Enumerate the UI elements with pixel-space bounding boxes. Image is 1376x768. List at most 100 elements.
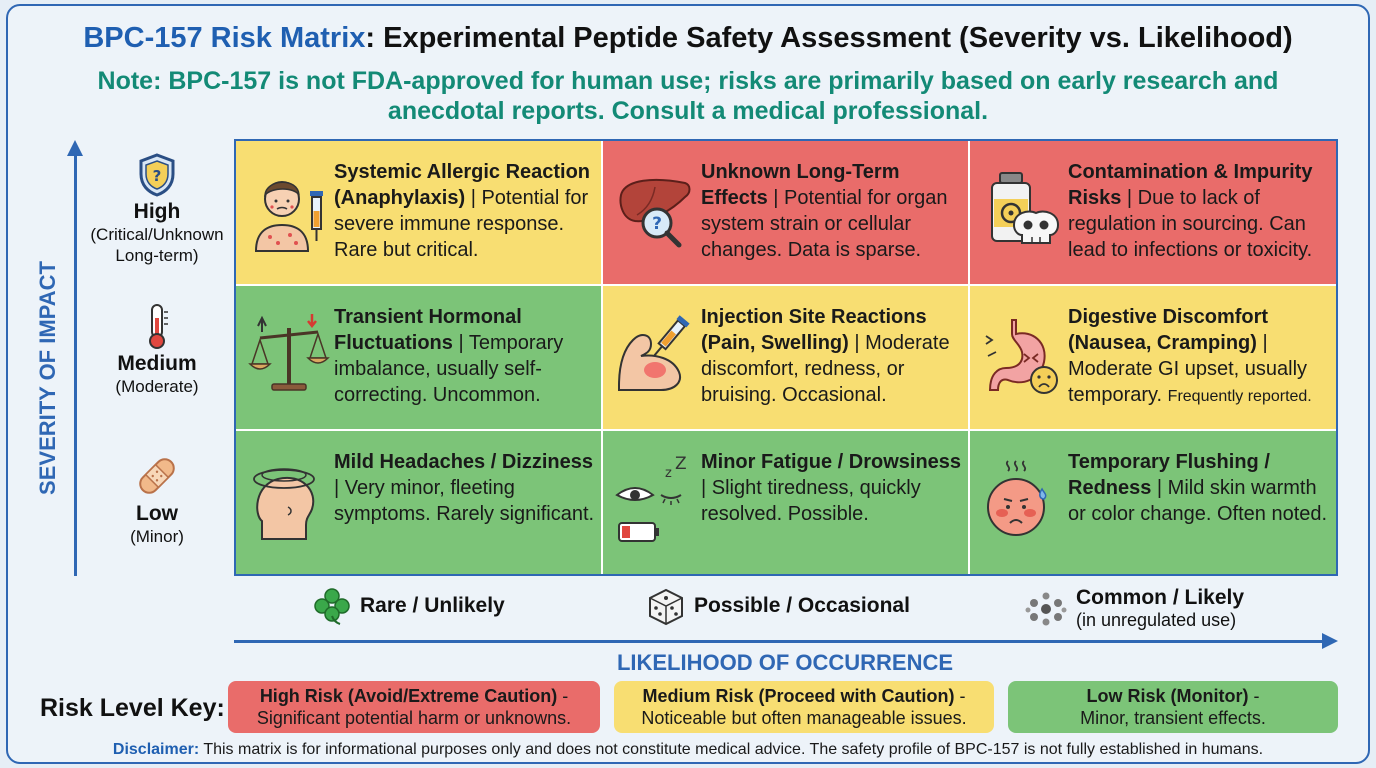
key-medium-risk: Medium Risk (Proceed with Caution) - Not… [614,681,994,733]
page-title: BPC-157 Risk Matrix: Experimental Peptid… [0,22,1376,55]
cell-low-rare: Mild Headaches / Dizziness | Very minor,… [236,431,603,574]
cell-title: Systemic Allergic Reaction (Anaphylaxis) [334,161,591,209]
flushed-face-icon [987,460,1047,536]
key-low-title: Low Risk (Monitor) [1086,686,1249,706]
y-axis-arrow [67,140,83,156]
key-high-suffix: - [557,686,569,706]
balance-scale-icon [248,314,330,391]
severity-low: Low (Minor) [84,452,230,547]
cell-body-small: Frequently reported. [1167,388,1312,405]
likelihood-rare: Rare / Unlikely [312,586,505,626]
y-axis-line [74,152,77,576]
severity-medium-desc: (Moderate) [115,377,199,396]
title-highlight: BPC-157 Risk Matrix [83,22,366,54]
clover-icon [314,588,350,625]
likelihood-common: Common / Likely (in unregulated use) [1024,586,1244,631]
severity-medium: Medium (Moderate) [84,302,230,397]
cell-body: | Potential for severe immune response. … [334,187,589,261]
cell-low-rare-text: Mild Headaches / Dizziness | Very minor,… [334,449,597,527]
cell-title: Minor Fatigue / Drowsiness [701,451,962,473]
key-high-title: High Risk (Avoid/Extreme Caution) [259,686,558,706]
cell-title: Digestive Discomfort (Nausea, Cramping) [1068,306,1269,354]
key-medium-title: Medium Risk (Proceed with Caution) [642,686,955,706]
svg-text:z: z [665,466,672,481]
key-medium-desc: Noticeable but often manageable issues. [641,708,967,728]
likelihood-possible: Possible / Occasional [646,586,910,626]
disclaimer: Disclaimer: This matrix is for informati… [0,741,1376,759]
cell-body: | Mild skin warmth or color change. Ofte… [1068,477,1328,525]
risk-key-label: Risk Level Key: [40,694,225,722]
shield-question-icon: ? [139,153,175,197]
svg-text:?: ? [652,214,662,234]
cell-title: Mild Headaches / Dizziness [334,451,593,473]
cell-high-common-text: Contamination & Impurity Risks | Due to … [1068,159,1332,263]
cell-high-possible-text: Unknown Long-Term Effects | Potential fo… [701,159,964,263]
key-high-risk: High Risk (Avoid/Extreme Caution) - Sign… [228,681,600,733]
cell-high-rare: Systemic Allergic Reaction (Anaphylaxis)… [236,141,603,286]
key-medium-suffix: - [954,686,966,706]
dice-icon [649,588,683,626]
cell-medium-common-text: Digestive Discomfort (Nausea, Cramping) … [1068,304,1332,410]
cell-body: | Potential for organ system strain or c… [701,187,948,261]
dots-cluster-icon [1025,592,1067,625]
liver-magnifier-icon: ? [619,178,691,248]
cell-low-possible-text: Minor Fatigue / Drowsiness | Slight tire… [701,449,964,527]
title-rest: : Experimental Peptide Safety Assessment… [365,22,1293,54]
x-axis-line [234,640,1328,643]
key-high-desc: Significant potential harm or unknowns. [256,708,572,728]
likelihood-rare-name: Rare / Unlikely [360,594,505,617]
y-axis-label: SEVERITY OF IMPACT [35,261,60,495]
likelihood-common-desc: (in unregulated use) [1076,610,1237,630]
x-axis-label: LIKELIHOOD OF OCCURRENCE [616,650,954,675]
severity-low-name: Low [136,502,178,525]
severity-medium-name: Medium [117,352,197,375]
cell-title: Transient Hormonal Fluctuations [334,306,522,354]
key-low-suffix: - [1248,686,1260,706]
severity-low-desc: (Minor) [130,527,184,546]
severity-high-desc-1: (Critical/Unknown [90,225,224,244]
likelihood-common-name: Common / Likely [1076,586,1245,609]
disclaimer-text: This matrix is for informational purpose… [199,741,1264,758]
likelihood-common-text: Common / Likely (in unregulated use) [1076,586,1244,631]
cell-medium-possible-text: Injection Site Reactions (Pain, Swelling… [701,304,964,408]
key-low-desc: Minor, transient effects. [1080,708,1266,728]
stomach-upset-icon [985,319,1058,394]
dizzy-head-icon [253,468,315,540]
likelihood-possible-name: Possible / Occasional [694,594,910,617]
cell-medium-rare-text: Transient Hormonal Fluctuations | Tempor… [334,304,597,408]
allergic-person-syringe-icon [254,181,323,252]
disclaimer-label: Disclaimer: [112,741,200,758]
note-line-2: anecdotal reports. Consult a medical pro… [387,97,989,125]
svg-text:Z: Z [675,455,687,474]
sleepy-eye-battery-icon: z Z [615,455,687,542]
cell-body: | Very minor, fleeting symptoms. Rarely … [334,477,595,525]
thermometer-icon [149,304,168,349]
cell-high-possible: ? Unknown Long-Term Effects | Potential … [603,141,970,286]
cell-body: | Temporary imbalance, usually self-corr… [334,332,564,406]
note-line-1: Note: BPC-157 is not FDA-approved for hu… [97,67,1279,95]
cell-medium-common: Digestive Discomfort (Nausea, Cramping) … [970,286,1336,431]
risk-matrix: Systemic Allergic Reaction (Anaphylaxis)… [234,139,1338,576]
cell-high-common: Contamination & Impurity Risks | Due to … [970,141,1336,286]
cell-medium-possible: Injection Site Reactions (Pain, Swelling… [603,286,970,431]
cell-low-common: Temporary Flushing / Redness | Mild skin… [970,431,1336,574]
cell-title: Injection Site Reactions (Pain, Swelling… [701,306,927,354]
cell-high-rare-text: Systemic Allergic Reaction (Anaphylaxis)… [334,159,597,263]
severity-high: ? High (Critical/Unknown Long-term) [84,152,230,266]
cell-title: Unknown Long-Term Effects [701,161,900,209]
cell-body: | Moderate GI upset, usually temporary. [1068,332,1308,406]
biohazard-vial-skull-icon [991,172,1060,244]
cell-medium-rare: Transient Hormonal Fluctuations | Tempor… [236,286,603,431]
cell-body: | Slight tiredness, quickly resolved. Po… [701,477,921,525]
bandage-icon [139,458,175,494]
note: Note: BPC-157 is not FDA-approved for hu… [0,66,1376,126]
x-axis-arrow [1322,633,1338,649]
cell-title: Temporary Flushing / Redness [1068,451,1270,499]
cell-body: | Moderate discomfort, redness, or bruis… [701,332,950,406]
cell-title: Contamination & Impurity Risks [1068,161,1313,209]
key-low-risk: Low Risk (Monitor) - Minor, transient ef… [1008,681,1338,733]
severity-high-name: High [133,200,181,223]
cell-low-possible: z Z Minor Fatigue / Drowsiness | Slight … [603,431,970,574]
svg-text:?: ? [153,167,162,185]
cell-body: | Due to lack of regulation in sourcing.… [1068,187,1313,261]
